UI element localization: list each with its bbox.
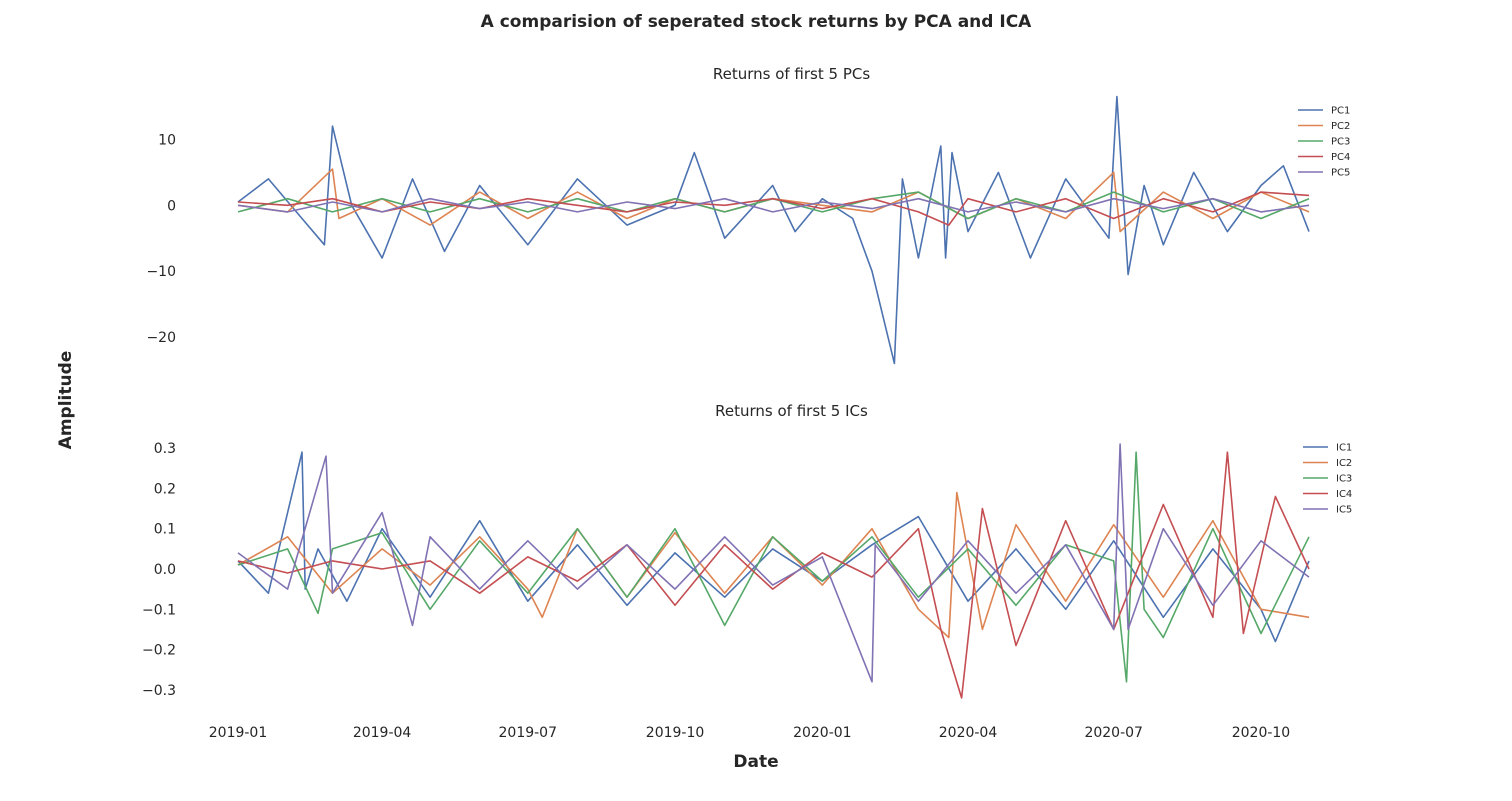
x-tick-label: 2019-01: [209, 725, 268, 741]
legend-label-pc4: PC4: [1331, 152, 1350, 163]
y-tick-label: −10: [146, 264, 176, 280]
x-tick-label: 2020-10: [1232, 725, 1291, 741]
legend-label-ic4: IC4: [1336, 489, 1352, 500]
x-tick-label: 2019-10: [646, 725, 705, 741]
series-line-ic1: [237, 451, 1310, 643]
series-line-ic5: [237, 443, 1310, 683]
series-line-ic2: [237, 491, 1310, 639]
legend-label-pc2: PC2: [1331, 121, 1350, 132]
legend-label-ic1: IC1: [1336, 443, 1352, 454]
x-tick-label: 2019-07: [499, 725, 558, 741]
y-tick-label: −0.2: [142, 643, 176, 659]
subplot-title: Returns of first 5 PCs: [713, 65, 870, 83]
y-tick-label: 0.1: [154, 522, 176, 538]
series-line-pc5: [237, 197, 1310, 213]
y-tick-label: 0.2: [154, 481, 176, 497]
x-tick-label: 2020-04: [939, 725, 998, 741]
y-tick-label: −0.3: [142, 683, 176, 699]
legend-label-pc3: PC3: [1331, 137, 1350, 148]
y-tick-label: −0.1: [142, 602, 176, 618]
legend-label-ic5: IC5: [1336, 505, 1352, 516]
figure-title: A comparision of seperated stock returns…: [480, 12, 1032, 32]
legend-label-pc1: PC1: [1331, 106, 1350, 117]
y-tick-label: −20: [146, 330, 176, 346]
y-tick-label: 0.0: [154, 562, 176, 578]
figure-x-axis-label: Date: [733, 752, 779, 772]
y-tick-label: 10: [158, 132, 176, 148]
legend-label-ic2: IC2: [1336, 458, 1352, 469]
x-tick-label: 2020-07: [1084, 725, 1143, 741]
x-tick-label: 2020-01: [793, 725, 852, 741]
legend-label-pc5: PC5: [1331, 168, 1350, 179]
series-line-pc4: [237, 191, 1310, 226]
y-tick-label: 0: [167, 198, 176, 214]
subplot-title: Returns of first 5 ICs: [715, 402, 868, 420]
x-tick-label: 2019-04: [353, 725, 412, 741]
legend-label-ic3: IC3: [1336, 474, 1352, 485]
y-tick-label: 0.3: [154, 441, 176, 457]
series-line-ic3: [237, 451, 1310, 683]
series-line-pc1: [237, 95, 1310, 365]
